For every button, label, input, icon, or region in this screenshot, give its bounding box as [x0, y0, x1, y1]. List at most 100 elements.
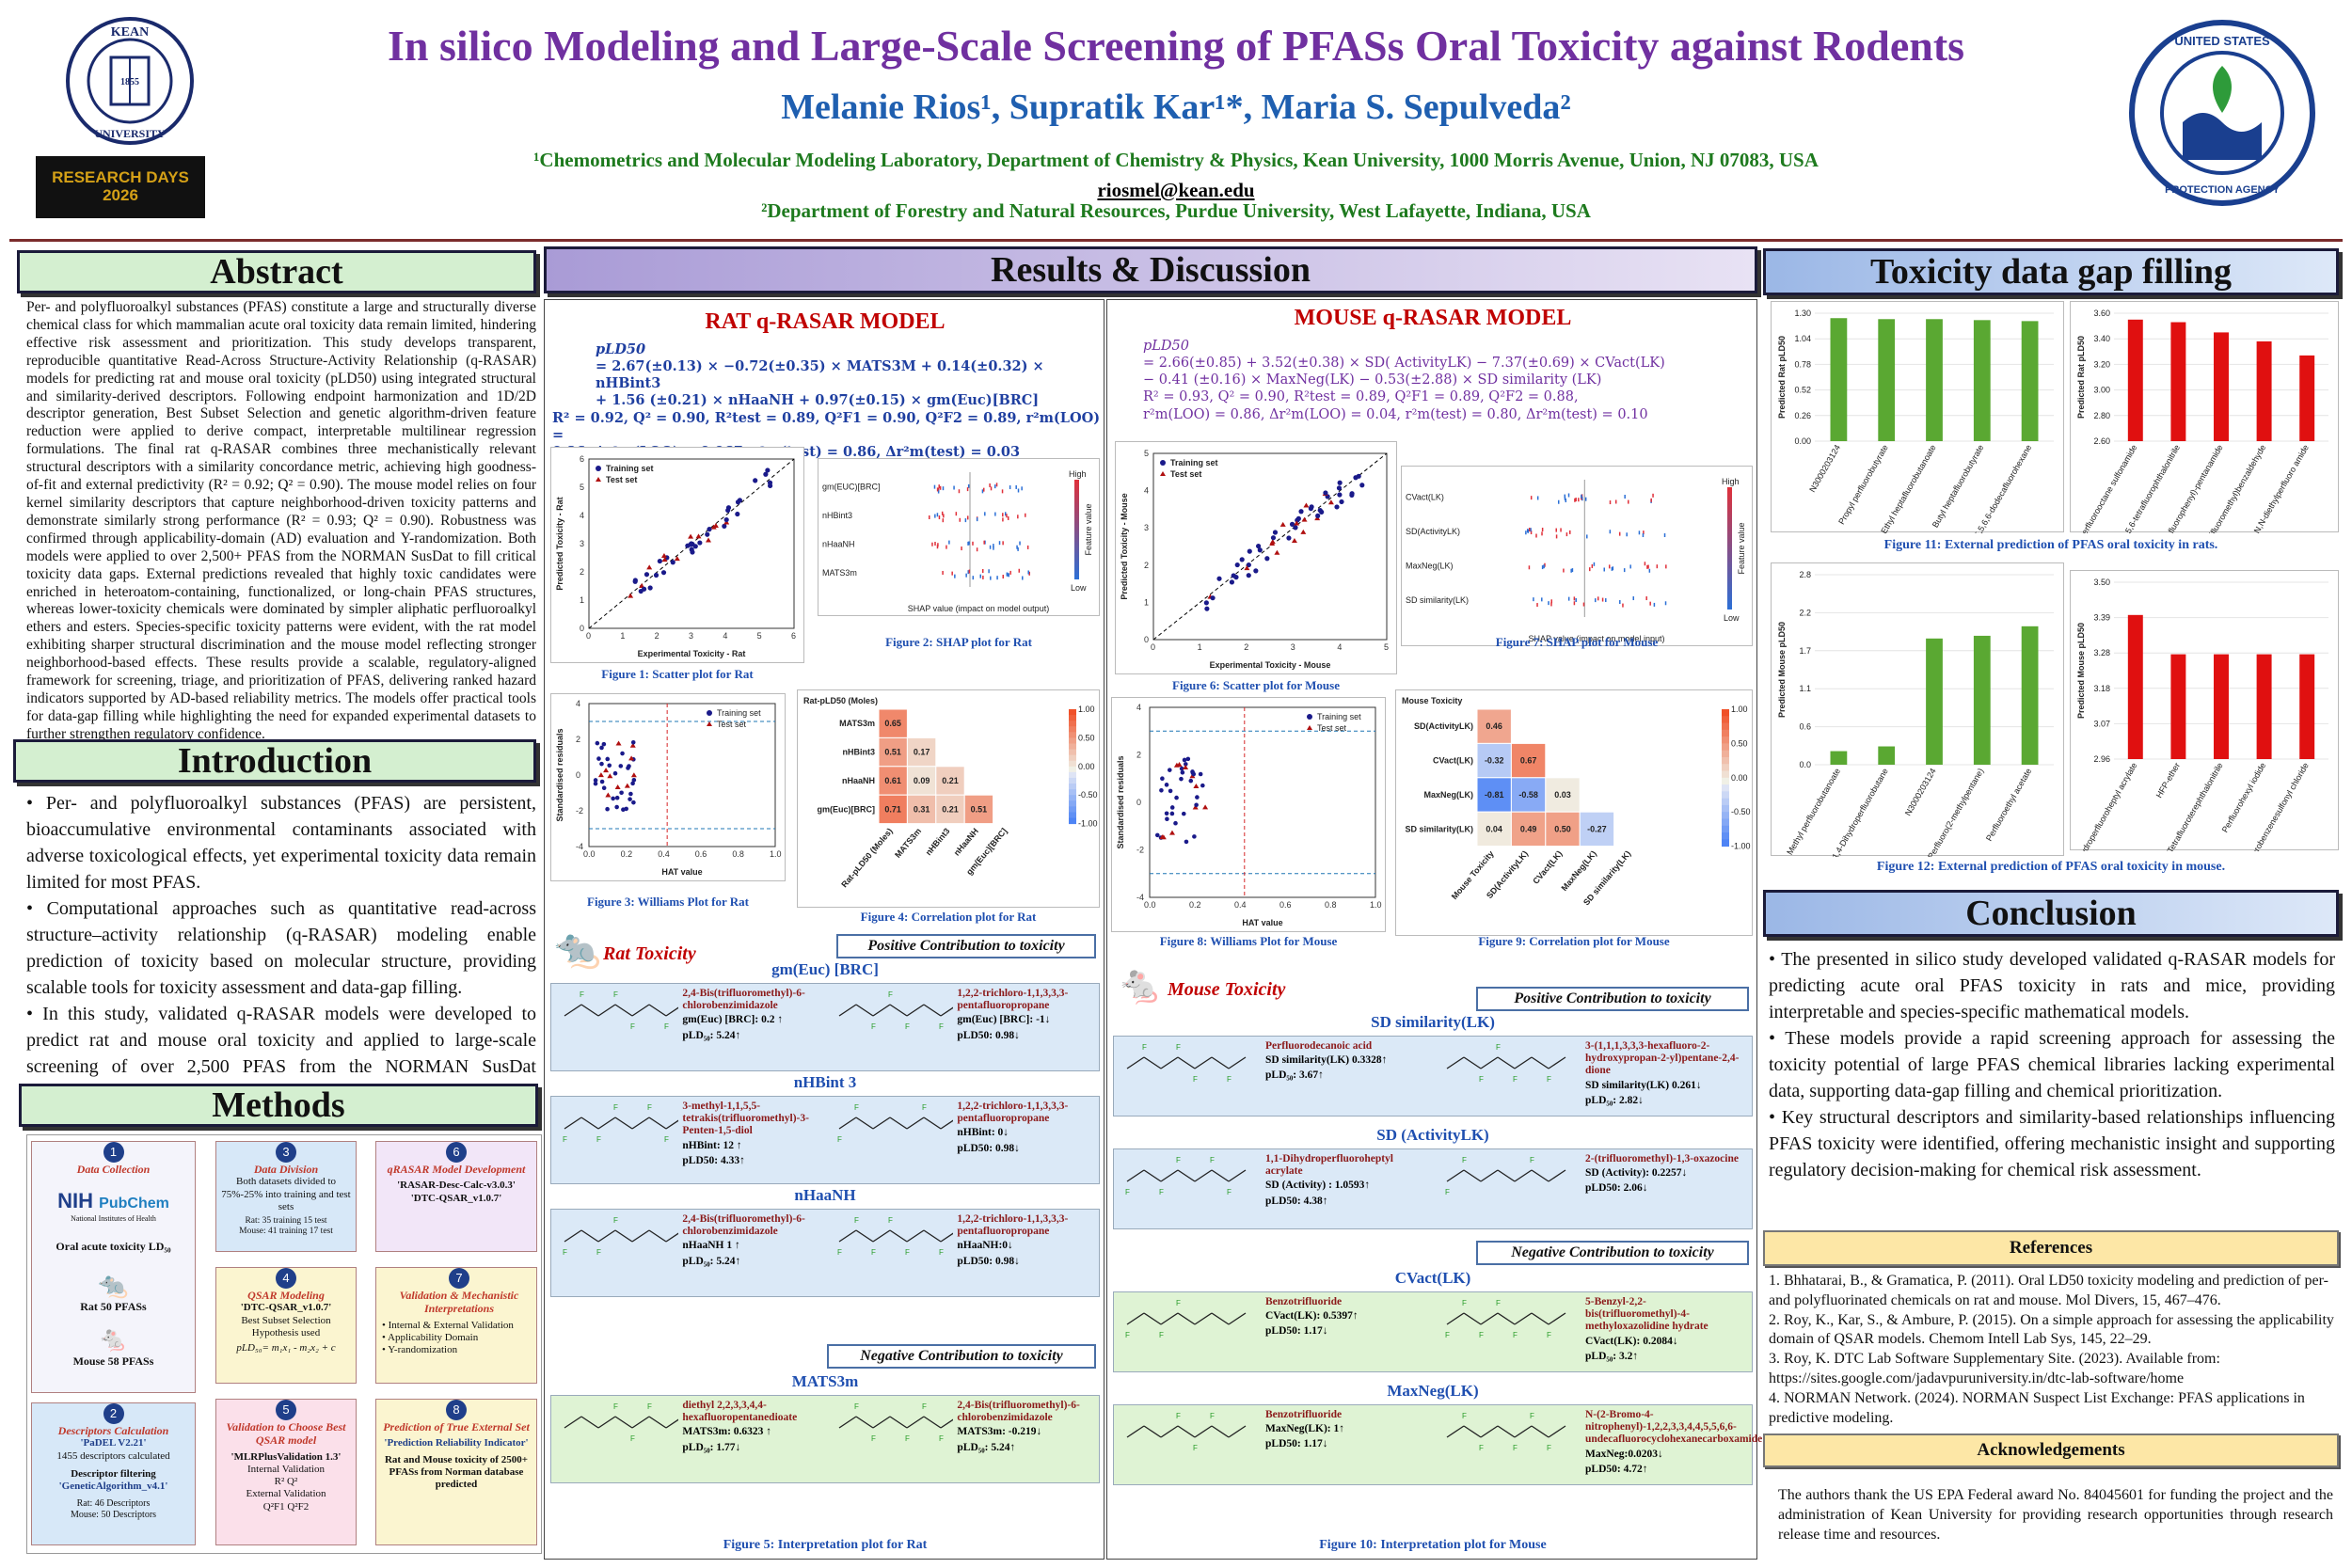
shap-point — [939, 485, 942, 490]
shap-point — [1646, 564, 1648, 569]
mouse-positive-tag: Positive Contribution to toxicity — [1476, 987, 1749, 1011]
correlation-value: 0.61 — [884, 776, 901, 785]
shap-point — [943, 514, 945, 518]
training-point — [723, 516, 729, 523]
svg-text:F: F — [1462, 1412, 1467, 1420]
shap-point — [1605, 598, 1607, 603]
email-link[interactable]: riosmel@kean.edu — [1097, 178, 1255, 201]
negative-contribution-tag: Negative Contribution to toxicity — [1476, 1241, 1749, 1265]
svg-text:F: F — [1159, 1188, 1164, 1196]
training-point — [1173, 820, 1178, 826]
svg-text:F: F — [1462, 1299, 1467, 1307]
shap-point — [1002, 517, 1004, 522]
bar — [2021, 626, 2039, 765]
y-tick-label: 5 — [1144, 449, 1149, 458]
colorbar-tick-label: -0.50 — [1731, 807, 1751, 816]
step-title: Validation & Mechanistic Interpretations — [399, 1289, 519, 1316]
correlation-col-label: MATS3m — [893, 826, 923, 859]
shap-point — [1567, 596, 1570, 601]
shap-point — [1573, 601, 1576, 606]
research-days-logo: RESEARCH DAYS 2026 — [36, 156, 205, 218]
correlation-col-label: MaxNeg(LK) — [1560, 848, 1598, 893]
shap-point — [1609, 530, 1612, 534]
svg-text:F: F — [888, 990, 893, 999]
fig7-caption: Figure 7: SHAP plot for Mouse — [1495, 635, 1659, 649]
shap-point — [1614, 499, 1617, 504]
method-step-5: 5 Validation to Choose Best QSAR model '… — [215, 1399, 357, 1545]
shap-point — [989, 545, 992, 549]
molecule-example: F F F F 2,4-Bis(trifluoromethyl)-6-chloroben… — [555, 988, 822, 1069]
x-tick-label: 0.2 — [1189, 900, 1201, 910]
correlation-colorbar-step — [1069, 806, 1076, 813]
shap-feature-label: SD(ActivityLK) — [1406, 527, 1460, 536]
correlation-cell — [878, 736, 908, 768]
shap-point — [998, 541, 1001, 546]
training-point — [1180, 769, 1185, 775]
molecule-name: Benzotrifluoride — [1265, 1296, 1343, 1307]
legend-test-marker — [707, 721, 712, 726]
correlation-value: 0.21 — [942, 776, 959, 785]
legend-train-label: Training set — [606, 464, 654, 473]
training-point — [1255, 543, 1262, 549]
descriptor-name: SD similarity(LK) — [1371, 1013, 1495, 1031]
acknowledgements-heading: Acknowledgements — [1763, 1433, 2339, 1467]
training-point — [1337, 480, 1343, 485]
pld50-value: pLD50: 4.72↑ — [1585, 1463, 1648, 1475]
shap-point — [1541, 597, 1543, 602]
step-line: 'RASAR-Desc-Calc-v3.0.3' — [397, 1180, 516, 1192]
shap-point — [965, 573, 967, 578]
y-tick-label: 1.04 — [1794, 334, 1811, 343]
correlation-colorbar-step — [1722, 750, 1729, 758]
training-point — [1229, 579, 1235, 585]
training-point — [1349, 491, 1355, 497]
bar — [2299, 355, 2315, 441]
correlation-colorbar-step — [1069, 737, 1076, 744]
mouse-icon: 🐁 — [1117, 963, 1164, 1006]
category-label: Perfluorohexyl iodide — [2220, 761, 2268, 834]
shap-feature-label: gm(EUC)[BRC] — [822, 482, 881, 491]
training-point — [690, 549, 695, 555]
svg-text:F: F — [1462, 1156, 1467, 1164]
descriptor-example-box: F F F F F 1,1-Dihydroperfluoroheptyl acrylate… — [1113, 1148, 1753, 1229]
molecule-info: 5-Benzyl-2,2-bis(trifluoromethyl)-4-meth… — [1585, 1296, 1750, 1370]
plot-frame — [588, 703, 776, 847]
shap-point — [982, 487, 985, 492]
training-point — [1184, 762, 1188, 767]
svg-text:F: F — [1513, 1075, 1518, 1084]
fig5-caption: Figure 5: Interpretation plot for Rat — [723, 1538, 928, 1552]
training-point — [1169, 811, 1175, 816]
shap-point — [954, 574, 956, 578]
x-tick-label: 0 — [586, 631, 591, 641]
step-title: Prediction of True External Set — [383, 1420, 530, 1433]
training-point — [690, 542, 695, 547]
svg-text:F: F — [905, 1022, 910, 1031]
shap-colorbar — [1074, 480, 1079, 579]
step-title: qRASAR Model Development — [387, 1163, 526, 1176]
y-tick-label: 1.1 — [1799, 684, 1811, 693]
category-label: Butyl heptafluorobutyrate — [1931, 443, 1986, 530]
category-label: Perfluoroethyl acetate — [1984, 767, 2033, 843]
y-axis-label: Predicted Rat pLD50 — [1777, 336, 1787, 419]
step-line: Rat: 46 Descriptors — [76, 1498, 151, 1510]
correlation-colorbar-step — [1069, 777, 1076, 784]
test-point — [1300, 529, 1307, 534]
molecule-name: 2,4-Bis(trifluoromethyl)-6-chlorobenzimi… — [957, 1400, 1080, 1424]
training-point — [1200, 783, 1205, 788]
correlation-col-label: CVact(LK) — [1531, 848, 1564, 885]
step-line: External Validation — [246, 1488, 326, 1500]
correlation-colorbar-step — [1069, 789, 1076, 796]
shap-feature-label: MaxNeg(LK) — [1406, 561, 1454, 570]
reference-item: 2. Roy, K., Kar, S., & Ambure, P. (2015)… — [1769, 1311, 2334, 1348]
fig3-caption: Figure 3: Williams Plot for Rat — [587, 895, 749, 909]
training-point — [1174, 795, 1179, 800]
conclusion-bullet: • These models provide a rapid screening… — [1769, 1028, 2335, 1101]
shap-point — [1001, 489, 1004, 494]
correlation-value: 0.04 — [1486, 824, 1502, 833]
references-heading: References — [1763, 1230, 2339, 1266]
training-point — [705, 531, 710, 537]
svg-text:F: F — [1210, 1412, 1215, 1420]
rat-panel: RAT q-RASAR MODEL pLD50 = 2.67(±0.13) × … — [544, 299, 1104, 1560]
test-point — [1294, 520, 1300, 526]
svg-text:F: F — [1496, 1299, 1501, 1307]
